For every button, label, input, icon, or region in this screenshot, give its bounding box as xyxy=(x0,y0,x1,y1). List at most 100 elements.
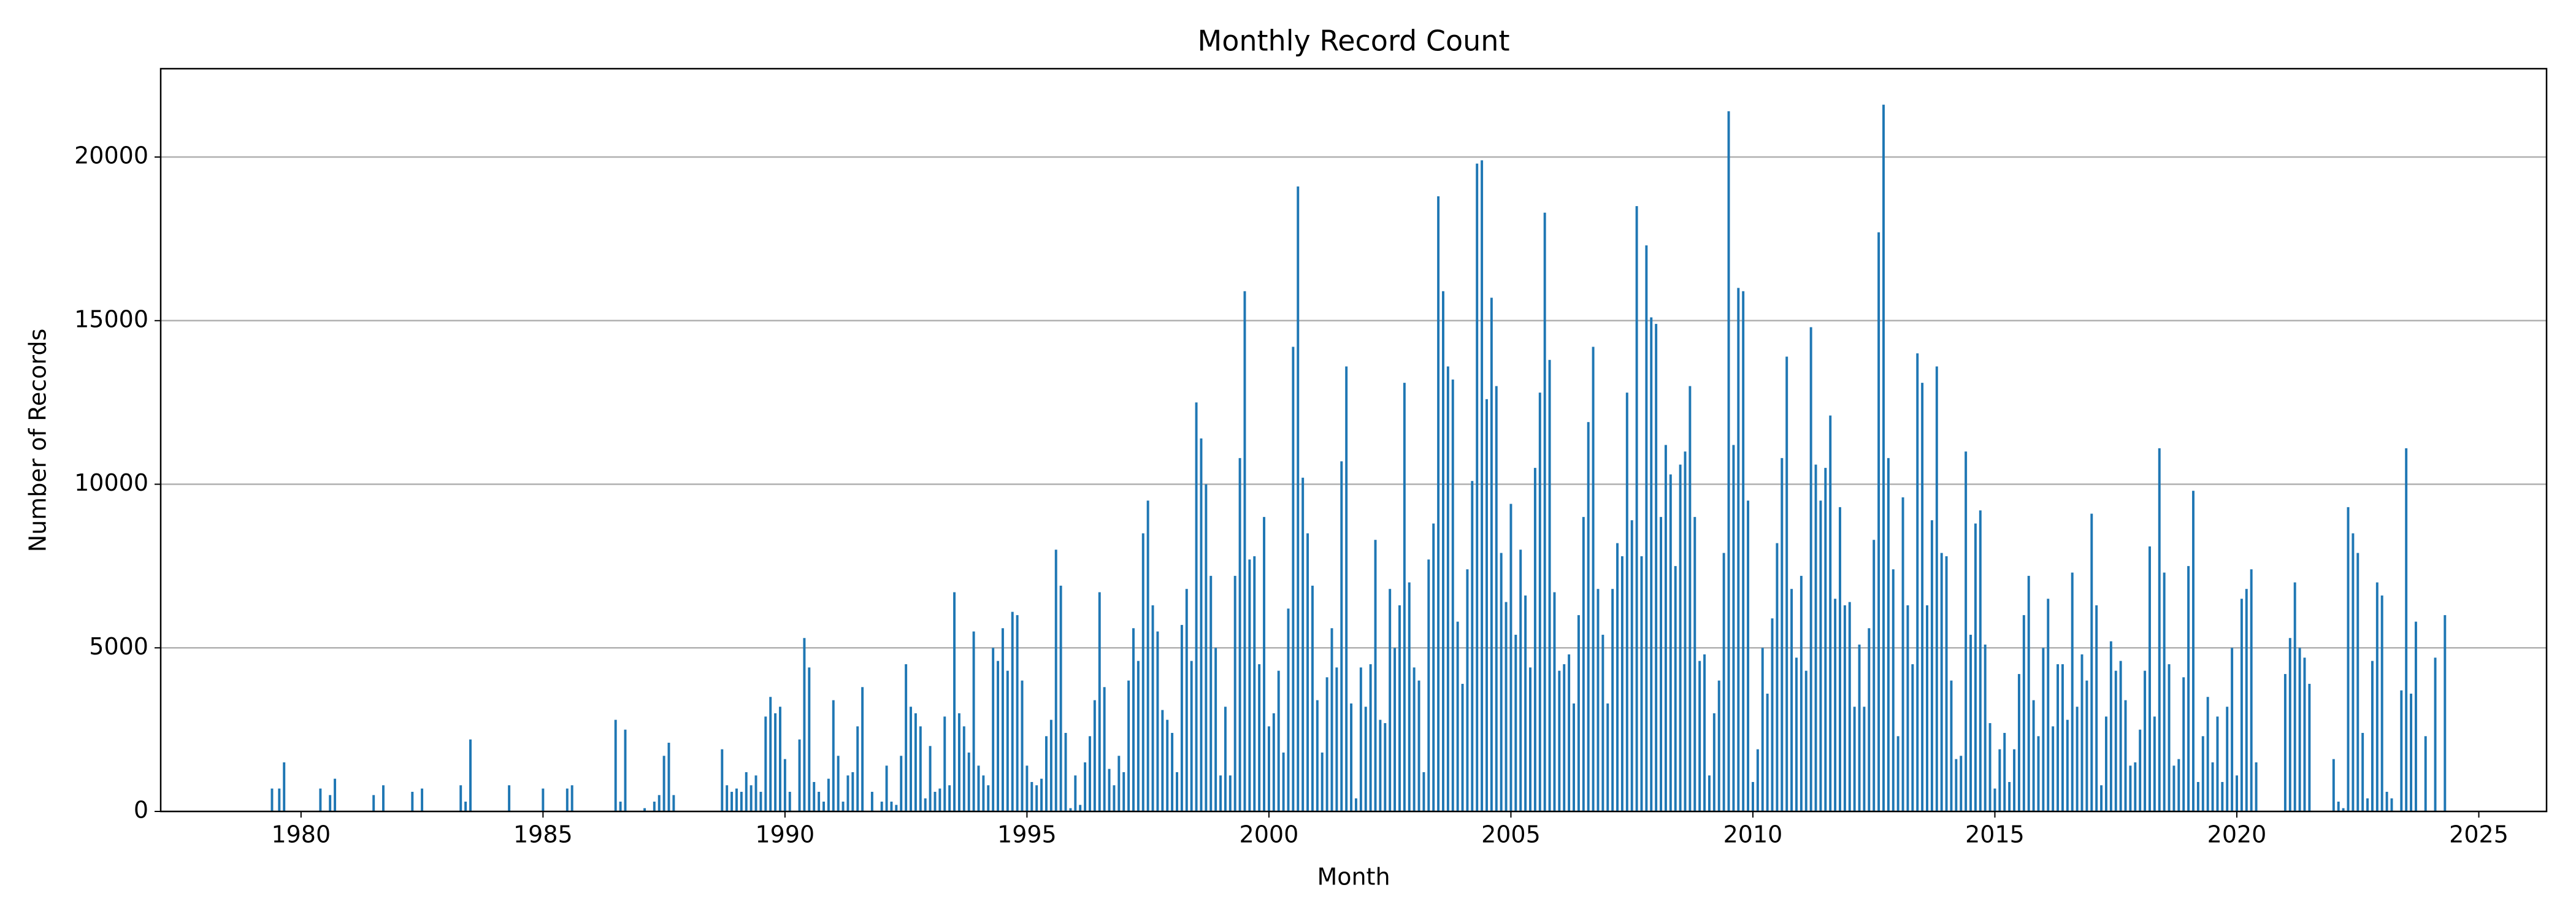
bar xyxy=(2124,700,2127,811)
x-tick-label: 2000 xyxy=(1240,821,1299,848)
bar xyxy=(2153,716,2156,811)
bar xyxy=(469,739,472,811)
bar xyxy=(1021,680,1024,811)
y-tick-label: 20000 xyxy=(74,142,148,169)
bar xyxy=(846,775,849,811)
bar xyxy=(1325,677,1328,811)
bar xyxy=(943,716,946,811)
bar xyxy=(2298,648,2301,811)
bar xyxy=(1417,680,1420,811)
bar xyxy=(1960,756,1963,811)
bar xyxy=(2201,736,2204,811)
bar xyxy=(1722,553,1725,811)
bar xyxy=(1229,775,1232,811)
bar xyxy=(2255,762,2258,811)
bar xyxy=(1795,657,1798,811)
bar xyxy=(774,713,777,811)
bar xyxy=(2226,707,2229,811)
bar xyxy=(2240,599,2243,811)
bar xyxy=(895,805,898,811)
bar xyxy=(1176,772,1178,811)
bar xyxy=(2114,670,2117,811)
bar xyxy=(1074,775,1077,811)
bar xyxy=(1471,481,1474,811)
bar xyxy=(2414,621,2417,811)
bar xyxy=(1369,664,1372,811)
bar xyxy=(1921,383,1924,811)
bar xyxy=(1354,798,1357,811)
bar xyxy=(1335,667,1338,811)
bar xyxy=(411,791,414,811)
bar xyxy=(1766,693,1769,811)
bar xyxy=(1848,602,1851,811)
bar xyxy=(565,788,569,811)
bar xyxy=(1045,736,1048,811)
bar xyxy=(2196,781,2199,811)
bar xyxy=(1839,507,1841,811)
bar xyxy=(1403,383,1406,811)
bar xyxy=(1597,589,1600,811)
bar xyxy=(1117,756,1121,811)
bar xyxy=(1664,445,1667,811)
bar xyxy=(624,729,627,811)
bar xyxy=(890,801,893,811)
bar xyxy=(938,788,941,811)
bar xyxy=(905,664,908,811)
bar xyxy=(1422,772,1425,811)
bar xyxy=(1611,589,1614,811)
bar xyxy=(278,788,281,811)
bar xyxy=(1364,707,1367,811)
bar xyxy=(1108,769,1111,811)
bar xyxy=(662,756,665,811)
bar xyxy=(2076,707,2079,811)
bar xyxy=(1263,516,1265,811)
bar xyxy=(1088,736,1091,811)
bar xyxy=(2192,491,2195,811)
bar xyxy=(1040,778,1043,811)
bar xyxy=(1446,366,1449,811)
x-axis-label: Month xyxy=(1317,864,1390,891)
bar xyxy=(1476,163,1479,812)
bar xyxy=(1969,634,1972,811)
bar xyxy=(870,791,873,811)
bar xyxy=(1945,556,1948,811)
bar xyxy=(1877,232,1880,811)
bar xyxy=(1359,667,1362,811)
bar xyxy=(924,798,927,811)
x-tick-label: 2010 xyxy=(1723,821,1783,848)
bar xyxy=(1030,781,1033,811)
bar xyxy=(1461,683,1464,811)
bar xyxy=(735,788,738,811)
bar xyxy=(1287,608,1290,811)
bar xyxy=(1122,772,1125,811)
bar xyxy=(1413,667,1416,811)
bar xyxy=(1993,788,1996,811)
bar xyxy=(1316,700,1319,811)
bar xyxy=(1553,592,1556,811)
bar xyxy=(570,785,573,811)
bar xyxy=(672,795,675,811)
bar xyxy=(2288,638,2291,811)
bar xyxy=(1408,582,1411,811)
bar xyxy=(2337,801,2340,811)
bar xyxy=(788,791,791,811)
bar xyxy=(2177,759,2180,811)
bar xyxy=(1814,464,1817,811)
bar xyxy=(1205,484,1208,811)
bar xyxy=(643,808,646,811)
bar xyxy=(1398,605,1401,811)
bar xyxy=(982,775,985,811)
bar xyxy=(2371,661,2374,811)
bar xyxy=(1809,327,1812,811)
bar xyxy=(1505,602,1508,811)
bar xyxy=(992,648,995,811)
bar xyxy=(1829,415,1832,811)
bar xyxy=(1214,648,1217,811)
bar xyxy=(1930,520,1933,811)
bar xyxy=(2017,673,2020,811)
bar xyxy=(319,788,322,811)
bar xyxy=(1272,713,1275,811)
bar xyxy=(1084,762,1087,811)
bar xyxy=(508,785,511,811)
bar xyxy=(2303,657,2306,811)
